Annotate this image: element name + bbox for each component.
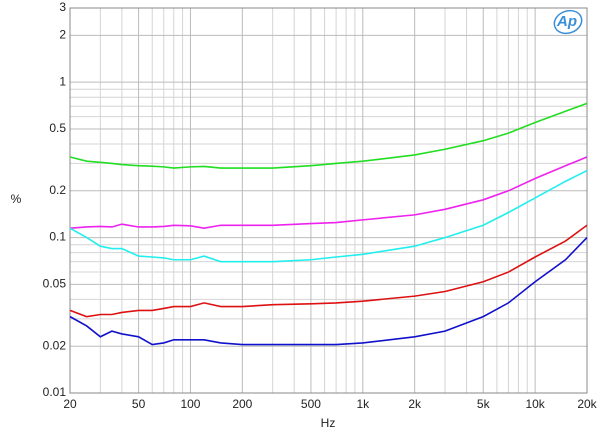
x-tick-label: 20k — [577, 397, 597, 411]
y-tick-label: 0.5 — [49, 121, 66, 135]
y-tick-label: 0.01 — [43, 385, 67, 399]
logo: Ap — [556, 13, 577, 30]
y-tick-label: 0.1 — [49, 230, 66, 244]
series-line — [69, 156, 588, 229]
x-tick-label: 5k — [477, 397, 491, 411]
x-tick-label: 100 — [180, 397, 200, 411]
grid — [69, 7, 588, 394]
x-tick-label: 500 — [301, 397, 321, 411]
x-axis-label: Hz — [321, 416, 336, 430]
x-tick-label: 10k — [525, 397, 545, 411]
y-tick-label: 0.02 — [43, 338, 67, 352]
y-tick-label: 0.05 — [43, 277, 67, 291]
series-line — [69, 224, 588, 318]
y-tick-label: 2 — [59, 28, 66, 42]
series-line — [69, 237, 588, 346]
y-tick-label: 0.2 — [49, 183, 66, 197]
x-tick-label: 200 — [232, 397, 252, 411]
y-axis-label: % — [11, 192, 22, 206]
y-tick-label: 1 — [59, 74, 66, 88]
x-tick-label: 20 — [63, 397, 77, 411]
x-tick-label: 2k — [408, 397, 422, 411]
logo-swoosh — [553, 9, 583, 35]
x-tick-label: 50 — [132, 397, 146, 411]
x-tick-label: 1k — [356, 397, 370, 411]
series-line — [69, 169, 588, 263]
series-line — [69, 102, 588, 169]
plot-border — [69, 7, 588, 394]
y-tick-label: 3 — [59, 0, 66, 14]
